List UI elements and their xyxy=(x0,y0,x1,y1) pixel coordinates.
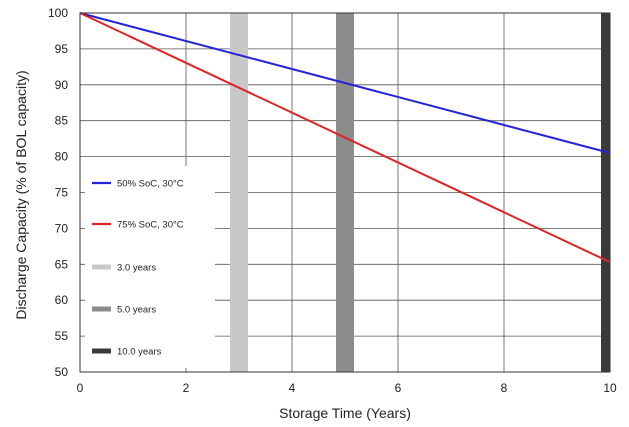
x-axis-title: Storage Time (Years) xyxy=(279,405,411,421)
year-marker-band xyxy=(230,13,248,372)
x-tick-label: 4 xyxy=(289,381,296,395)
legend-label: 5.0 years xyxy=(117,305,156,316)
year-markers xyxy=(230,13,610,372)
legend-label: 75% SoC, 30°C xyxy=(117,220,184,231)
legend: 50% SoC, 30°C 75% SoC, 30°C 3.0 years 5.0 y… xyxy=(85,166,215,368)
y-tick-label: 90 xyxy=(55,78,69,92)
y-tick-label: 95 xyxy=(55,42,69,56)
x-tick-label: 8 xyxy=(501,381,508,395)
series-lines xyxy=(79,12,611,264)
plot-frame xyxy=(79,12,611,373)
legend-label: 3.0 years xyxy=(117,263,156,274)
x-tick-label: 6 xyxy=(395,381,402,395)
plot-border xyxy=(79,12,611,373)
y-tick-label: 55 xyxy=(55,329,69,343)
y-tick-label: 60 xyxy=(55,293,69,307)
y-tick-label: 75 xyxy=(55,186,69,200)
x-tick-label: 10 xyxy=(603,381,617,395)
y-tick-label: 65 xyxy=(55,257,69,271)
x-tick-label: 0 xyxy=(77,381,84,395)
series-line xyxy=(79,12,611,154)
legend-label: 50% SoC, 30°C xyxy=(117,179,184,190)
y-tick-label: 100 xyxy=(48,6,68,20)
year-marker-band xyxy=(336,13,354,372)
legend-label: 10.0 years xyxy=(117,347,162,358)
y-tick-label: 50 xyxy=(55,365,69,379)
y-tick-label: 70 xyxy=(55,221,69,235)
tick-labels: 50 55 60 65 70 75 80 85 90 95 100 0 2 4 6 8 10 xyxy=(48,6,617,395)
y-axis-title: Discharge Capacity (% of BOL capacity) xyxy=(13,70,29,319)
y-tick-label: 80 xyxy=(55,150,69,164)
year-marker-band xyxy=(601,13,610,372)
y-tick-label: 85 xyxy=(55,114,69,128)
series-line xyxy=(79,12,611,264)
x-tick-label: 2 xyxy=(183,381,190,395)
